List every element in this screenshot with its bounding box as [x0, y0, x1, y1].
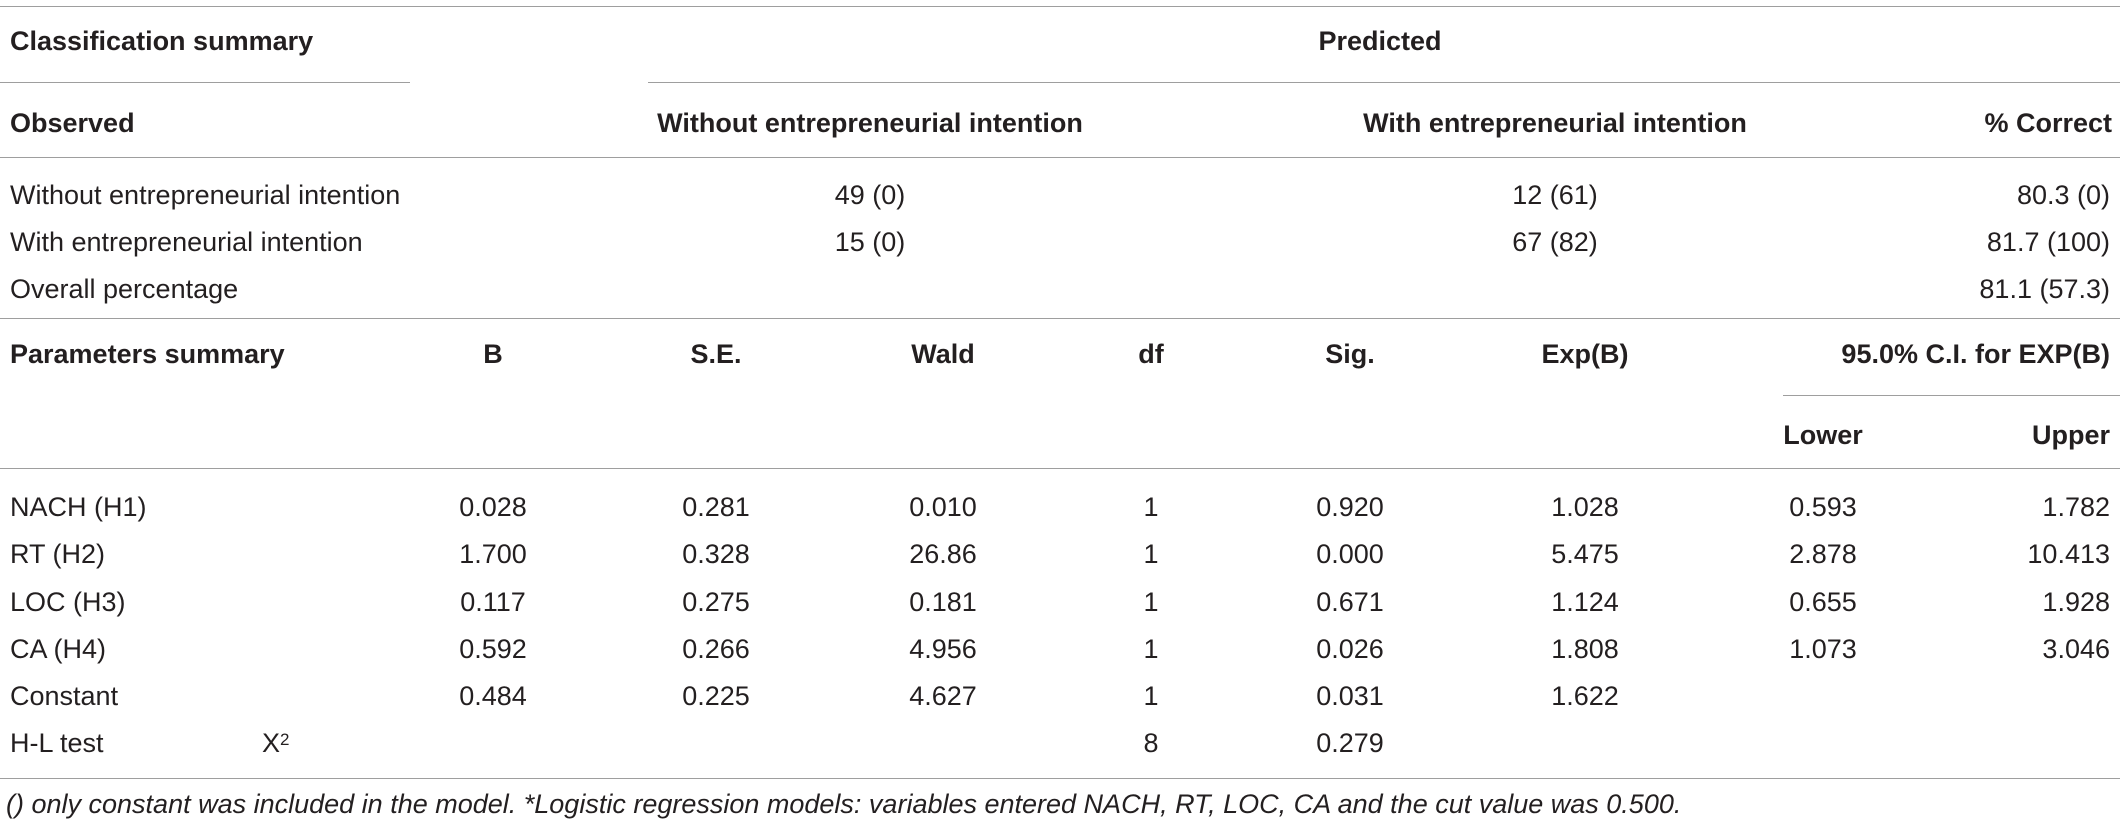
cell-b: 0.484	[459, 681, 527, 711]
cell-wald: 4.627	[909, 681, 977, 711]
cell-upper: 1.782	[2042, 492, 2110, 522]
cell-expb: 1.808	[1551, 634, 1619, 664]
row-label: With entrepreneurial intention	[10, 227, 363, 257]
parameters-bottom-rule	[0, 778, 2120, 779]
cell-upper: 3.046	[2042, 634, 2110, 664]
row-label: CA (H4)	[10, 634, 107, 664]
cell-expb: 1.124	[1551, 587, 1619, 617]
predicted-underline	[648, 82, 2120, 83]
header-upper: Upper	[2031, 420, 2110, 450]
row-label: Overall percentage	[10, 274, 239, 304]
header-df: df	[1138, 339, 1164, 369]
hl-stat: X2	[262, 726, 289, 760]
cell-se: 0.225	[682, 681, 750, 711]
cell-df: 1	[1143, 634, 1159, 664]
cell-se: 0.281	[682, 492, 750, 522]
cell-df: 1	[1143, 681, 1159, 711]
cell-df: 1	[1143, 587, 1159, 617]
hl-df: 8	[1143, 728, 1159, 758]
cell-upper: 10.413	[2027, 539, 2110, 569]
cell-wald: 4.956	[909, 634, 977, 664]
header-ci: 95.0% C.I. for EXP(B)	[1841, 339, 2110, 369]
header-sig: Sig.	[1325, 339, 1375, 369]
cell-sig: 0.671	[1316, 587, 1384, 617]
cell-se: 0.275	[682, 587, 750, 617]
cell-b: 0.592	[459, 634, 527, 664]
ci-underline	[1783, 395, 2120, 396]
cell-correct: 80.3 (0)	[2016, 180, 2110, 210]
classification-title: Classification summary	[10, 26, 314, 56]
cell-correct: 81.1 (57.3)	[1979, 274, 2110, 304]
cell-b: 0.028	[459, 492, 527, 522]
cell-lower: 0.593	[1789, 492, 1857, 522]
col-correct-header: % Correct	[1984, 108, 2112, 138]
cell-expb: 1.622	[1551, 681, 1619, 711]
cell-sig: 0.920	[1316, 492, 1384, 522]
cell-df: 1	[1143, 492, 1159, 522]
cell-wald: 0.181	[909, 587, 977, 617]
cell-sig: 0.000	[1316, 539, 1384, 569]
predicted-label: Predicted	[1318, 26, 1442, 56]
row-label: NACH (H1)	[10, 492, 147, 522]
header-se: S.E.	[690, 339, 742, 369]
cell-upper: 1.928	[2042, 587, 2110, 617]
cell-sig: 0.026	[1316, 634, 1384, 664]
hl-stat-symbol: X	[262, 728, 281, 758]
parameters-title: Parameters summary	[10, 339, 285, 369]
row-label: Without entrepreneurial intention	[10, 180, 401, 210]
row-label: Constant	[10, 681, 119, 711]
classification-title-underline	[0, 82, 410, 83]
cell-correct: 81.7 (100)	[1986, 227, 2110, 257]
cell-se: 0.266	[682, 634, 750, 664]
cell-wald: 26.86	[909, 539, 977, 569]
cell-lower: 0.655	[1789, 587, 1857, 617]
cell-expb: 1.028	[1551, 492, 1619, 522]
cell-b: 1.700	[459, 539, 527, 569]
cell-wald: 0.010	[909, 492, 977, 522]
classification-header-rule	[0, 157, 2120, 158]
cell-df: 1	[1143, 539, 1159, 569]
parameters-header-rule	[0, 468, 2120, 469]
cell-se: 0.328	[682, 539, 750, 569]
cell-without: 15 (0)	[834, 227, 906, 257]
col-without-header: Without entrepreneurial intention	[657, 108, 1083, 138]
classification-bottom-rule	[0, 318, 2120, 319]
top-rule	[0, 6, 2120, 7]
col-with-header: With entrepreneurial intention	[1363, 108, 1747, 138]
cell-without: 49 (0)	[834, 180, 906, 210]
header-expb: Exp(B)	[1541, 339, 1629, 369]
header-b: B	[483, 339, 503, 369]
hl-label: H-L test	[10, 728, 104, 758]
header-wald: Wald	[911, 339, 975, 369]
cell-lower: 1.073	[1789, 634, 1857, 664]
row-label: LOC (H3)	[10, 587, 126, 617]
cell-lower: 2.878	[1789, 539, 1857, 569]
row-label: RT (H2)	[10, 539, 106, 569]
cell-sig: 0.031	[1316, 681, 1384, 711]
cell-b: 0.117	[460, 587, 526, 617]
observed-label: Observed	[10, 108, 135, 138]
cell-with: 12 (61)	[1512, 180, 1598, 210]
footnote: () only constant was included in the mod…	[6, 789, 1682, 819]
hl-sig: 0.279	[1316, 728, 1384, 758]
header-lower: Lower	[1783, 420, 1863, 450]
cell-expb: 5.475	[1551, 539, 1619, 569]
hl-stat-superscript: 2	[280, 730, 290, 749]
cell-with: 67 (82)	[1512, 227, 1598, 257]
